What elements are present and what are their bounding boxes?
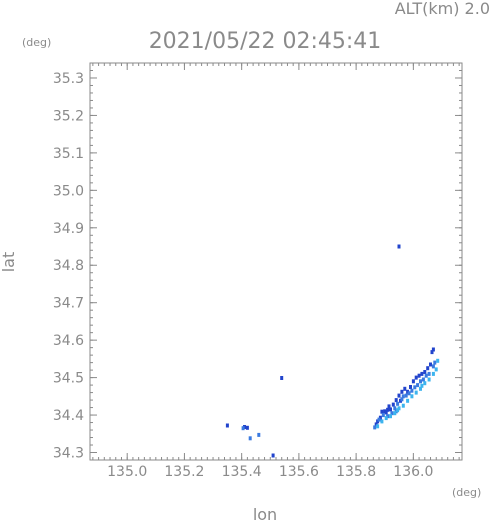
x-tick-label: 136.0 <box>393 464 433 480</box>
data-point <box>417 373 421 378</box>
data-point <box>427 377 431 382</box>
data-point <box>409 385 412 389</box>
data-point <box>380 419 384 424</box>
y-tick-label: 35.2 <box>53 108 84 124</box>
data-point <box>423 381 427 386</box>
y-tick-label: 35.1 <box>53 146 84 162</box>
data-point <box>401 403 405 408</box>
data-point <box>434 367 438 372</box>
data-point <box>390 411 394 416</box>
data-point <box>280 376 284 380</box>
data-point <box>431 371 435 376</box>
data-point <box>410 388 414 393</box>
data-point <box>403 386 407 391</box>
data-point <box>427 371 431 376</box>
x-tick-label: 135.0 <box>107 464 147 480</box>
data-point <box>401 394 405 399</box>
data-point <box>404 393 408 398</box>
data-point <box>411 379 415 384</box>
y-tick-label: 34.9 <box>53 221 84 237</box>
data-point <box>389 414 392 419</box>
data-point <box>431 364 435 369</box>
y-tick-label: 34.4 <box>53 408 84 424</box>
data-point <box>433 360 437 365</box>
altitude-label: ALT(km) 2.0 <box>395 0 490 18</box>
data-point <box>414 390 418 395</box>
data-point <box>420 371 424 376</box>
x-tick-label: 135.8 <box>336 464 376 480</box>
y-tick-label: 34.8 <box>53 258 84 274</box>
data-point <box>380 409 384 414</box>
x-axis-label: lon <box>253 505 277 521</box>
data-point <box>271 453 275 458</box>
data-point <box>429 362 432 367</box>
data-point <box>407 391 411 396</box>
data-point <box>426 366 430 371</box>
x-unit-label: (deg) <box>452 486 481 499</box>
data-point <box>413 385 417 390</box>
data-point <box>397 244 401 249</box>
data-point <box>384 410 388 415</box>
y-unit-label: (deg) <box>22 36 51 49</box>
x-tick-label: 135.6 <box>279 464 319 480</box>
data-point <box>386 407 390 412</box>
data-point <box>410 394 414 399</box>
data-point <box>384 416 388 421</box>
data-point <box>419 386 422 391</box>
data-point <box>248 436 252 441</box>
x-tick-label: 135.2 <box>164 464 204 480</box>
data-point <box>245 425 249 430</box>
data-point <box>424 373 428 378</box>
chart-title: 2021/05/22 02:45:41 <box>149 29 382 54</box>
data-point <box>394 398 398 403</box>
data-point <box>423 370 427 374</box>
y-tick-label: 35.0 <box>53 183 84 199</box>
data-point <box>241 426 245 431</box>
data-point <box>396 401 400 406</box>
data-point <box>416 383 420 388</box>
data-point <box>389 407 392 412</box>
data-point <box>387 404 391 409</box>
y-axis-label: lat <box>0 252 18 273</box>
data-point <box>421 377 425 382</box>
data-point <box>225 423 229 428</box>
data-point <box>406 398 410 403</box>
data-point <box>393 406 397 411</box>
data-point <box>391 402 395 407</box>
data-point <box>436 358 440 363</box>
data-point <box>420 383 424 388</box>
x-tick-label: 135.4 <box>222 464 262 480</box>
y-tick-label: 34.5 <box>53 371 84 387</box>
data-point <box>414 375 418 380</box>
data-point <box>393 411 397 416</box>
data-point <box>419 379 422 384</box>
data-point <box>430 350 434 355</box>
y-tick-label: 34.7 <box>53 296 84 312</box>
data-point <box>377 417 381 422</box>
data-point <box>396 408 400 413</box>
data-point <box>397 393 401 398</box>
data-point <box>381 413 385 418</box>
y-tick-label: 34.3 <box>53 446 84 462</box>
y-tick-label: 35.3 <box>53 71 84 87</box>
data-point <box>373 425 377 430</box>
data-point <box>400 397 404 402</box>
data-point <box>431 347 435 352</box>
data-point <box>376 424 380 429</box>
data-point <box>400 389 404 394</box>
data-point <box>257 432 261 437</box>
y-tick-label: 34.6 <box>53 333 84 349</box>
